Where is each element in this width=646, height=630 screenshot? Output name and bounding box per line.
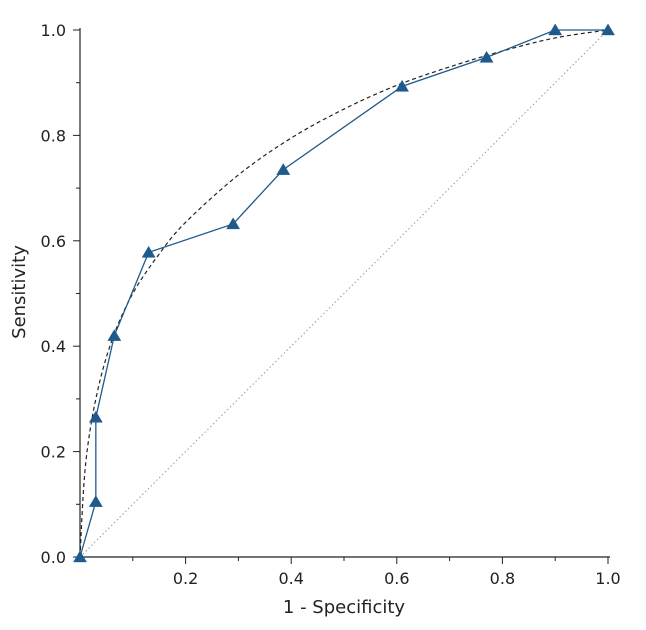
- x-tick-label: 0.2: [173, 569, 198, 588]
- x-tick-label: 0.8: [490, 569, 515, 588]
- y-tick-label: 0.4: [41, 337, 66, 356]
- series-layer: [73, 23, 615, 563]
- triangle-data-point: [73, 550, 87, 563]
- triangle-data-point: [601, 23, 615, 36]
- triangle-data-point: [395, 79, 410, 92]
- triangle-data-point: [226, 217, 241, 230]
- triangle-data-point: [88, 495, 103, 507]
- y-axis-title: Sensitivity: [9, 245, 30, 339]
- fitted-curve-line: [79, 29, 609, 558]
- triangle-data-point: [548, 23, 563, 36]
- y-tick-label: 0.2: [41, 443, 66, 462]
- y-tick-label: 0.6: [41, 232, 66, 251]
- y-tick-label: 0.0: [41, 548, 66, 567]
- triangle-data-point: [479, 50, 494, 63]
- x-axis-title: 1 - Specificity: [283, 597, 406, 618]
- y-tick-label: 0.8: [41, 126, 66, 145]
- x-tick-label: 1.0: [595, 569, 620, 588]
- triangle-data-point: [107, 329, 122, 341]
- reference-diagonal-line: [79, 29, 609, 558]
- tick-marks: [73, 29, 609, 564]
- x-tick-label: 0.4: [278, 569, 303, 588]
- triangle-data-point: [88, 410, 103, 423]
- x-tick-label: 0.6: [384, 569, 409, 588]
- y-tick-label: 1.0: [41, 21, 66, 40]
- tick-labels: 0.0 0.2 0.4 0.6 0.8 1.0 0.2 0.4 0.6 0.8 1.0: [41, 21, 621, 588]
- axes: [79, 28, 610, 558]
- triangle-data-point: [141, 245, 156, 258]
- triangle-data-point: [276, 163, 291, 175]
